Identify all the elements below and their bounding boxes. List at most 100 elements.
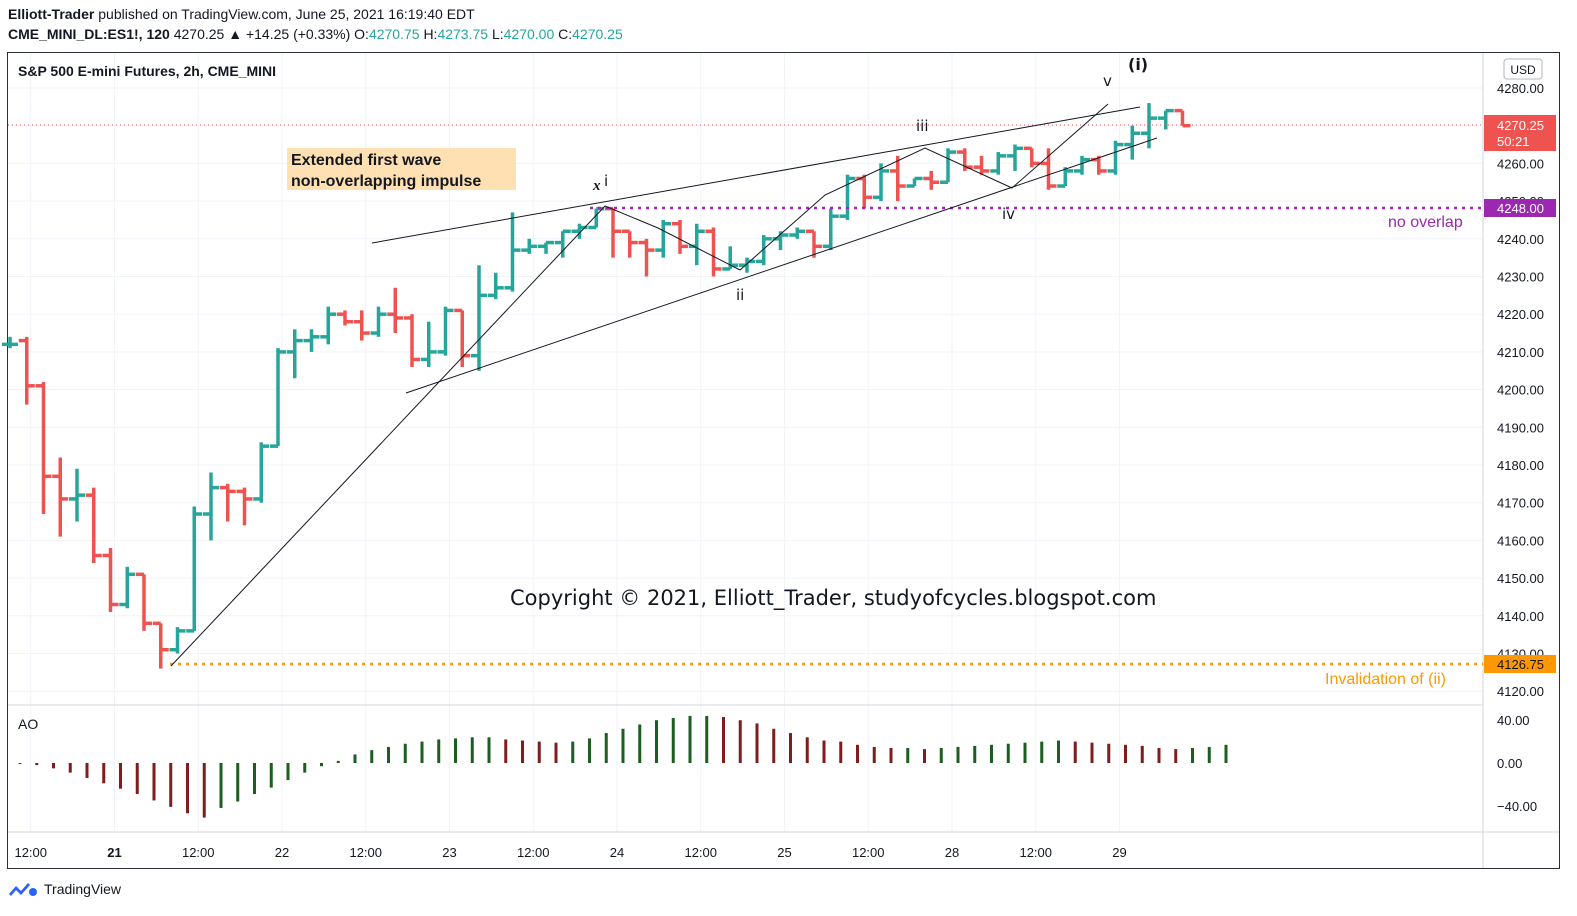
price-tick-label: 4230.00 xyxy=(1497,270,1544,285)
grid-lines xyxy=(8,53,1483,832)
price-tick-label: 4220.00 xyxy=(1497,307,1544,322)
ohlc-bar xyxy=(404,314,420,367)
ohlc-bar xyxy=(152,621,169,669)
symbol-label: CME_MINI_DL:ES1!, 120 xyxy=(8,26,170,42)
ohlc-bar xyxy=(873,163,889,202)
ohlc-bar xyxy=(1040,148,1057,190)
ao-tick-label: −40.00 xyxy=(1497,799,1537,814)
ao-tick-label: 0.00 xyxy=(1497,756,1522,771)
currency-button xyxy=(1503,58,1543,80)
pane-title: S&P 500 E-mini Futures, 2h, CME_MINI xyxy=(18,63,276,79)
time-tick-label: 25 xyxy=(777,845,791,860)
ohlc-bar xyxy=(1057,167,1074,188)
ohlc-bar xyxy=(387,287,404,334)
time-tick-label: 23 xyxy=(442,845,456,860)
price-tick-label: 4260.00 xyxy=(1497,156,1544,171)
ohlc-bar xyxy=(1124,125,1141,160)
low-value: 4270.00 xyxy=(503,26,555,42)
ohlc-bar xyxy=(303,329,320,352)
wave-label-i-paren: (i) xyxy=(1128,55,1148,74)
price-tick-label: 4120.00 xyxy=(1497,684,1544,699)
ao-histogram xyxy=(18,715,1228,818)
time-tick-label: 24 xyxy=(610,845,624,860)
ohlc-bar xyxy=(621,229,638,258)
ao-label: AO xyxy=(18,716,38,732)
wave-label-iii: iii xyxy=(916,117,929,135)
time-tick-label: 12:00 xyxy=(517,845,550,860)
wave-label-x: x xyxy=(592,178,601,194)
open-label: O: xyxy=(354,26,369,42)
ohlc-bar xyxy=(1174,108,1191,128)
ohlc-bar xyxy=(169,627,186,654)
ohlc-bar xyxy=(940,148,956,184)
wave-label-i: i xyxy=(604,172,608,190)
time-tick-label: 12:00 xyxy=(852,845,885,860)
high-value: 4273.75 xyxy=(437,26,489,42)
footer: TradingView xyxy=(8,877,121,901)
invalidation-text: Invalidation of (ii) xyxy=(1325,671,1446,688)
high-label: H: xyxy=(423,26,438,42)
price-tick-label: 4140.00 xyxy=(1497,609,1544,624)
ohlc-bar xyxy=(789,227,806,239)
ohlc-bar xyxy=(554,229,571,258)
ohlc-bar xyxy=(1007,144,1023,171)
time-tick-label: 21 xyxy=(107,845,121,860)
ohlc-bar xyxy=(605,206,621,258)
price-tick-label: 4160.00 xyxy=(1497,533,1544,548)
ohlc-bar xyxy=(906,176,923,188)
price-tick-label: 4170.00 xyxy=(1497,496,1544,511)
author-name[interactable]: Elliott-Trader xyxy=(8,6,95,22)
price-tick-label: 4280.00 xyxy=(1497,81,1544,96)
price-tick-label: 4240.00 xyxy=(1497,232,1544,247)
ohlc-bar xyxy=(538,240,554,254)
ohlc-bar xyxy=(353,310,370,341)
invalidation-tag xyxy=(1484,655,1556,673)
ohlc-bar xyxy=(655,219,672,258)
footer-brand[interactable]: TradingView xyxy=(44,881,122,897)
currency-button-label: USD xyxy=(1510,63,1536,77)
last-price-tag xyxy=(1484,115,1556,151)
ohlc-bar xyxy=(504,212,521,292)
ohlc-bar xyxy=(69,468,85,522)
ohlc-bar xyxy=(973,155,990,175)
ohlc-bar xyxy=(471,265,487,371)
ohlc-bar xyxy=(253,442,270,503)
ao-axis-ticks: 40.00 0.00 −40.00 xyxy=(1497,713,1537,814)
ohlc-bar xyxy=(85,487,102,564)
time-axis-labels: 12:00 21 12:00 22 12:00 23 12:00 24 12:00 25 12:00… xyxy=(14,845,1126,860)
no-overlap-text: no overlap xyxy=(1388,214,1463,231)
ohlc-bar xyxy=(219,483,236,522)
change-value: ▲ +14.25 (+0.33%) xyxy=(228,26,351,42)
ohlc-bar xyxy=(1090,155,1107,175)
ao-tick-label: 40.00 xyxy=(1497,713,1530,728)
close-label: C: xyxy=(558,26,573,42)
ohlc-bar xyxy=(521,238,538,254)
ohlc-bar xyxy=(337,310,353,326)
ohlc-bar xyxy=(923,170,940,190)
ohlc-bar xyxy=(739,257,755,273)
ohlc-bar xyxy=(136,572,152,631)
low-label: L: xyxy=(491,26,504,42)
price-tick-label: 4210.00 xyxy=(1497,345,1544,360)
published-text: published on TradingView.com, June 25, 2… xyxy=(98,6,475,22)
wave-label-iv: iv xyxy=(1002,205,1015,223)
annotation-box xyxy=(287,148,516,190)
time-tick-label: 12:00 xyxy=(1019,845,1052,860)
time-tick-label: 12:00 xyxy=(14,845,47,860)
ohlc-bar xyxy=(487,272,504,300)
ohlc-bar xyxy=(437,306,454,356)
last-price-tag-value: 4270.25 xyxy=(1497,118,1544,133)
ohlc-bar xyxy=(420,321,437,367)
price-tick-label: 4190.00 xyxy=(1497,420,1544,435)
ohlc-bar xyxy=(856,174,873,209)
time-tick-label: 29 xyxy=(1112,845,1126,860)
channel-upper-line xyxy=(371,106,1141,244)
ohlc-bar xyxy=(1074,155,1090,175)
last-price: 4270.25 xyxy=(173,26,225,42)
open-value: 4270.75 xyxy=(368,26,420,42)
ohlc-bar xyxy=(454,308,471,367)
wave-label-v: v xyxy=(1103,72,1112,90)
chart-frame[interactable] xyxy=(7,52,1560,869)
ohlc-bar xyxy=(2,336,18,349)
